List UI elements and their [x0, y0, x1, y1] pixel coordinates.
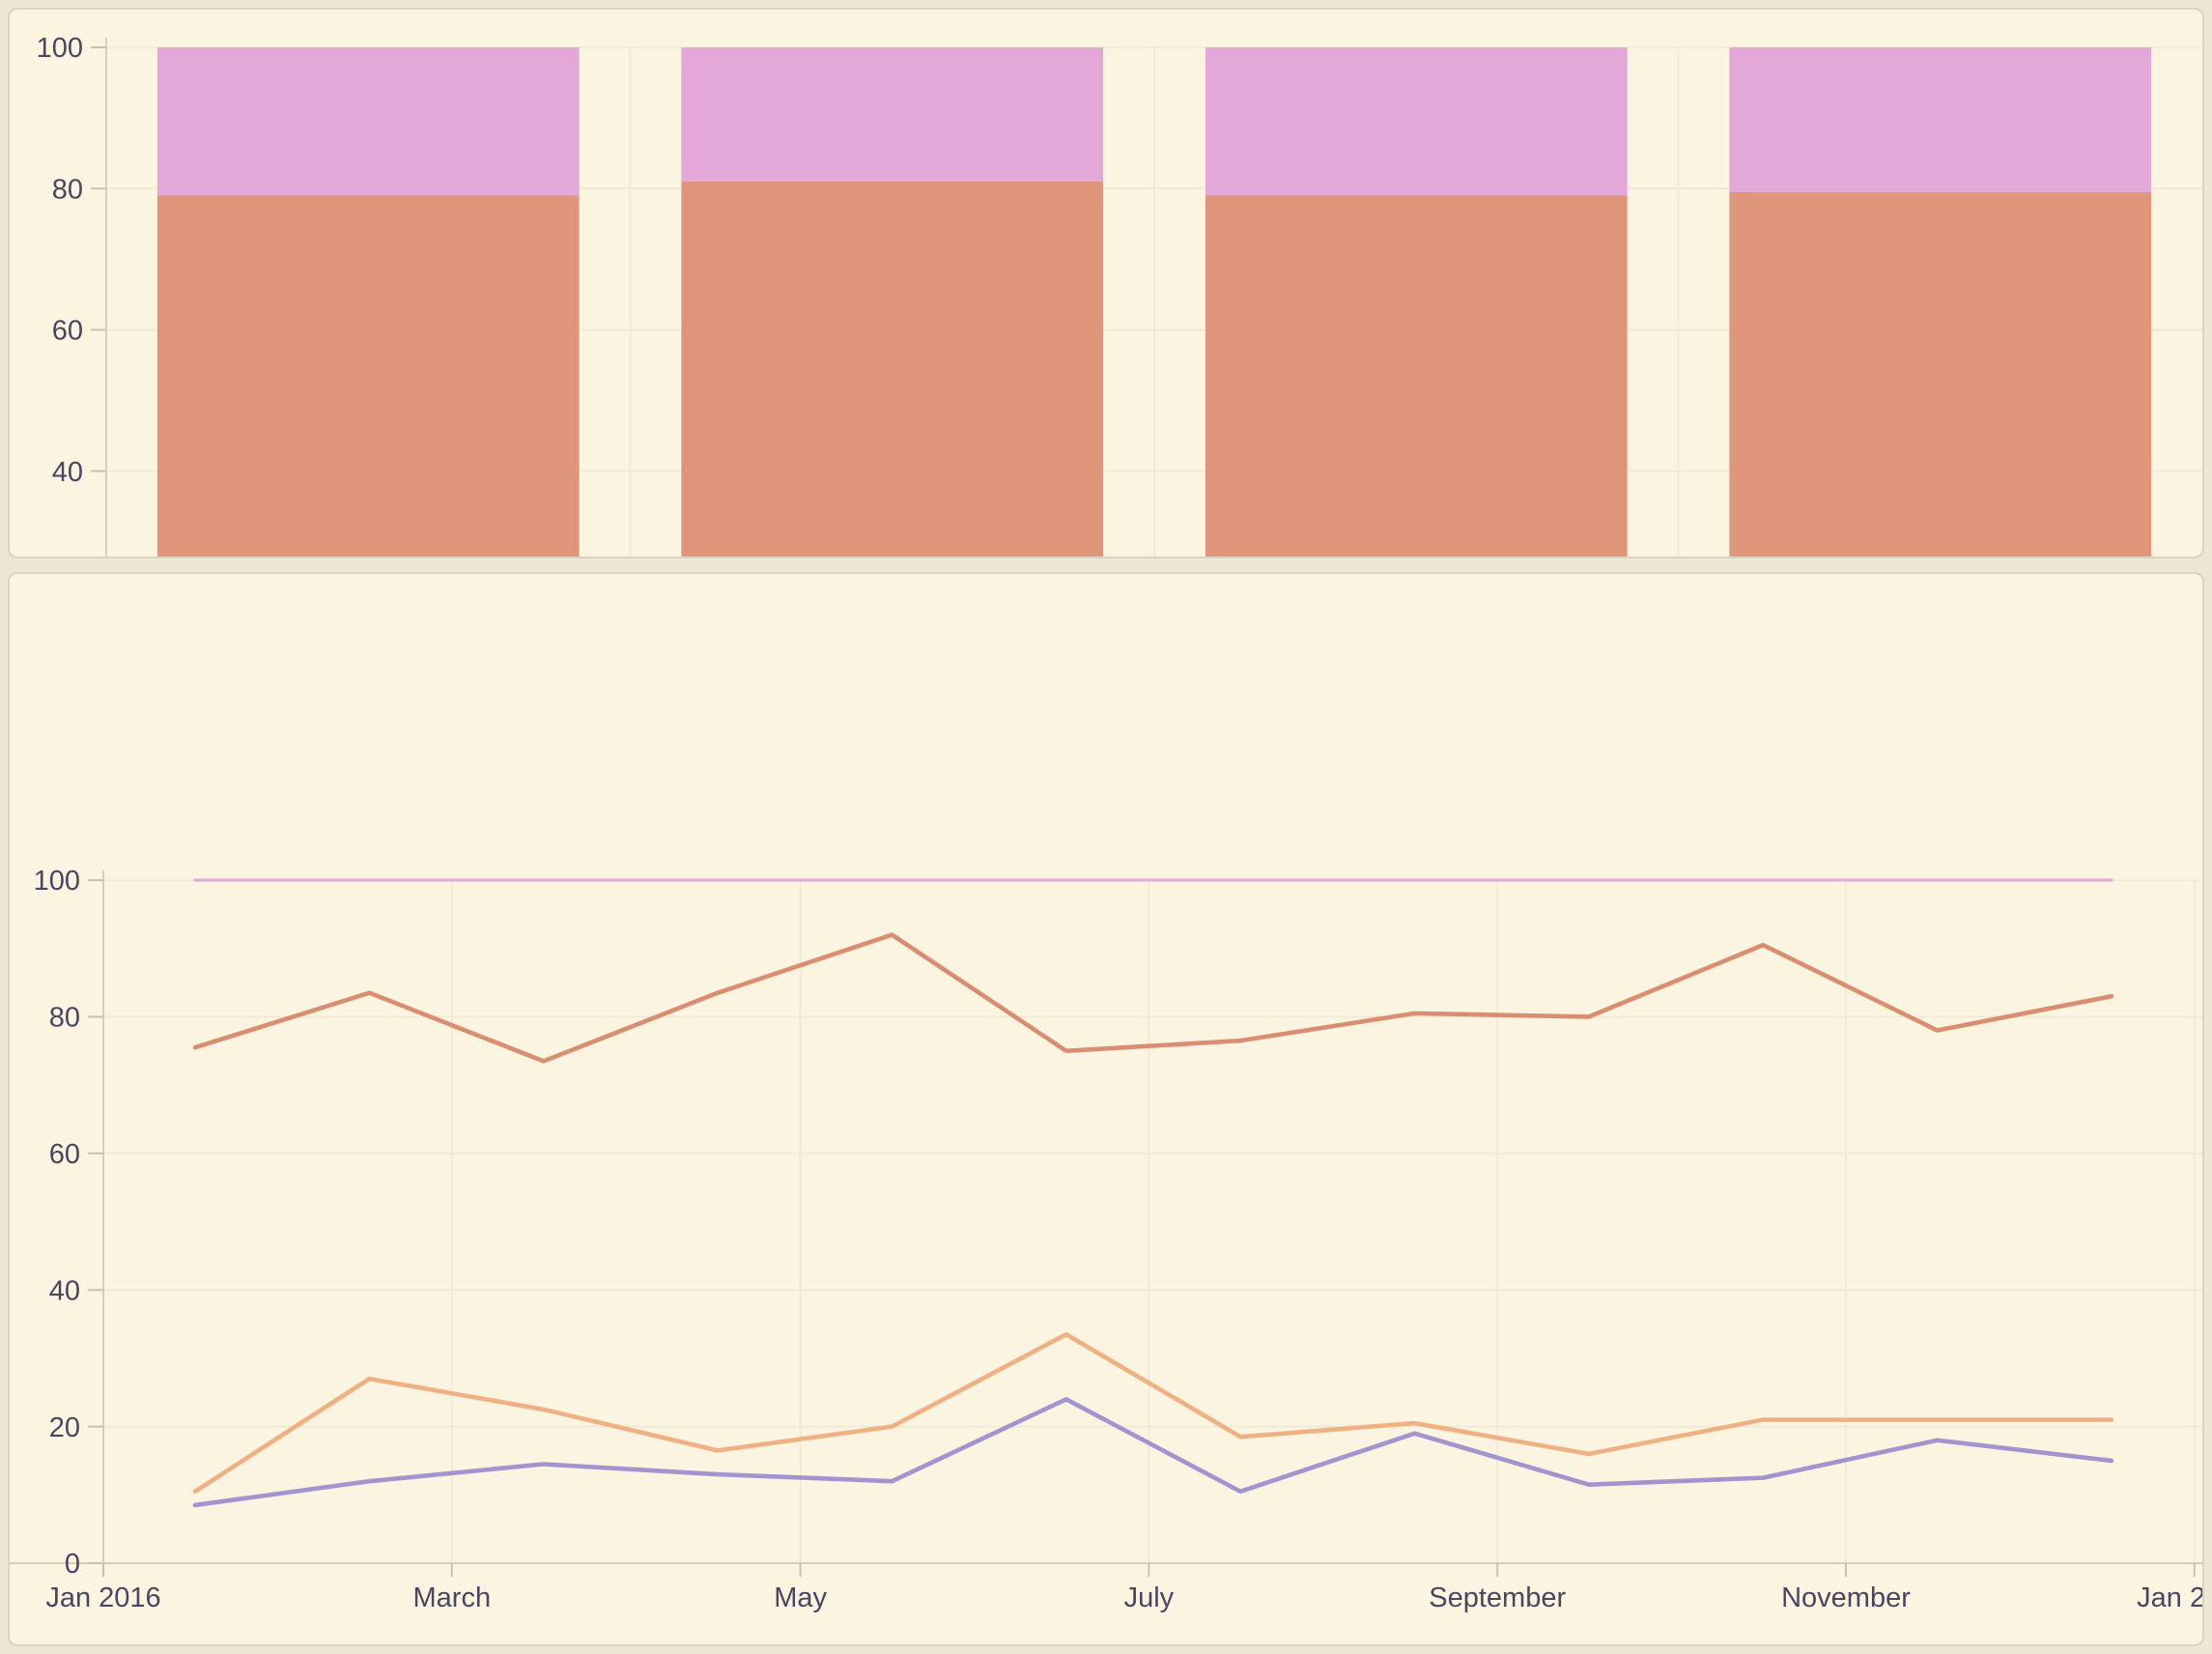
x-tick-label: March	[413, 1583, 492, 1613]
y-tick-label: 0	[65, 1549, 80, 1580]
y-tick-label: 80	[52, 174, 83, 205]
bar-segment-pink	[156, 47, 580, 196]
x-tick-label: May	[774, 1583, 827, 1613]
bar-segment-salmon	[156, 195, 580, 556]
bar-segment-pink	[1205, 47, 1628, 196]
y-tick-label: 20	[49, 1412, 80, 1443]
x-tick-label: Jan 2016	[45, 1583, 160, 1613]
y-tick-label: 60	[49, 1139, 80, 1170]
line-series-orange	[192, 1331, 2114, 1495]
bar-segment-salmon	[1205, 195, 1628, 556]
line-series-salmon	[192, 932, 2114, 1064]
y-tick-label: 60	[52, 316, 83, 347]
bar-segment-salmon	[1729, 191, 2152, 556]
bar-segment-pink	[681, 47, 1104, 182]
line-series-purple	[192, 1397, 2114, 1508]
y-tick-label: 40	[49, 1275, 80, 1306]
y-tick-label: 100	[37, 33, 83, 64]
y-tick-label: 40	[52, 457, 83, 488]
y-tick-label: 80	[49, 1003, 80, 1034]
line-chart-panel: 0 20 40 60 80 100 Jan 2016 March May July Septembe…	[8, 572, 2204, 1646]
y-tick-label: 100	[34, 866, 80, 897]
bar-segment-pink	[1729, 47, 2152, 192]
x-tick-label: September	[1429, 1583, 1566, 1613]
x-tick-label: Jan 2017	[2137, 1583, 2202, 1613]
x-tick-label: November	[1781, 1583, 1911, 1613]
stacked-bar-chart-panel: 020406080100CentralEastSouthWest	[8, 8, 2204, 558]
x-tick-label: July	[1124, 1583, 1175, 1613]
bar-segment-salmon	[681, 181, 1104, 556]
stacked-bar-chart: 020406080100CentralEastSouthWest	[37, 33, 2202, 556]
line-chart: 0 20 40 60 80 100 Jan 2016 March May July Septembe…	[10, 866, 2202, 1613]
